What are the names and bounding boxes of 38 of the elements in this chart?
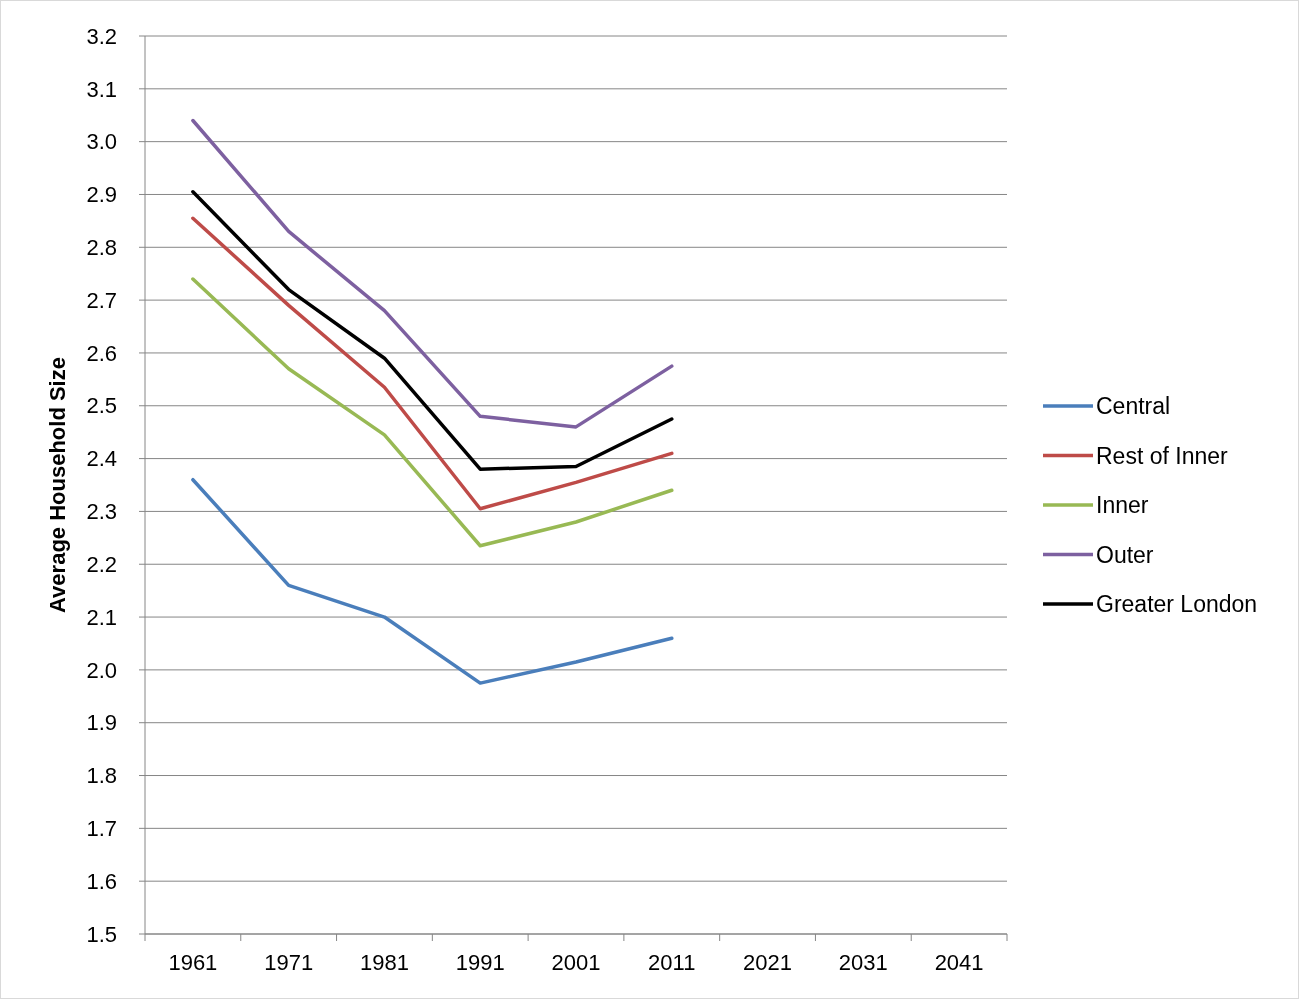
x-tick-label: 1961 (168, 950, 218, 975)
line-series (191, 216, 674, 511)
y-tick-label: 1.5 (86, 921, 117, 947)
line-series (191, 190, 674, 471)
y-tick-label: 1.7 (86, 816, 117, 842)
y-tick-label: 2.6 (86, 340, 117, 366)
x-tick-label: 1981 (359, 950, 409, 975)
x-tick-label: 1971 (264, 950, 314, 975)
x-tick-label: 2041 (934, 950, 984, 975)
x-tick-label: 2021 (743, 950, 793, 975)
legend-label: Rest of Inner (1096, 442, 1229, 469)
legend-label: Greater London (1096, 591, 1258, 618)
y-tick-label: 2.2 (86, 551, 117, 577)
y-tick-label: 2.7 (86, 287, 117, 313)
y-tick-label: 2.8 (86, 234, 117, 260)
y-axis-title: Average Household Size (45, 357, 70, 613)
y-tick-label: 1.9 (86, 710, 117, 736)
x-tick-label: 2011 (648, 950, 696, 975)
x-tick-label: 1991 (455, 950, 505, 975)
x-tick-label: 2001 (551, 950, 601, 975)
line-series (191, 477, 674, 685)
y-tick-label: 2.0 (86, 657, 117, 683)
legend-label: Inner (1096, 492, 1149, 519)
line-series (191, 277, 674, 548)
y-tick-label: 3.1 (86, 76, 117, 102)
y-tick-label: 2.9 (86, 182, 117, 208)
y-tick-label: 2.4 (86, 446, 117, 472)
y-tick-label: 1.8 (86, 763, 117, 789)
legend-label: Outer (1096, 541, 1154, 568)
line-series (191, 118, 674, 429)
y-tick-label: 3.0 (86, 129, 117, 155)
x-tick-label: 2031 (838, 950, 888, 975)
y-tick-label: 2.5 (86, 393, 117, 419)
legend-label: Central (1096, 393, 1171, 420)
y-tick-label: 2.3 (86, 499, 117, 525)
y-tick-label: 3.2 (86, 23, 117, 49)
y-tick-label: 1.6 (86, 868, 117, 894)
y-tick-label: 2.1 (86, 604, 117, 630)
